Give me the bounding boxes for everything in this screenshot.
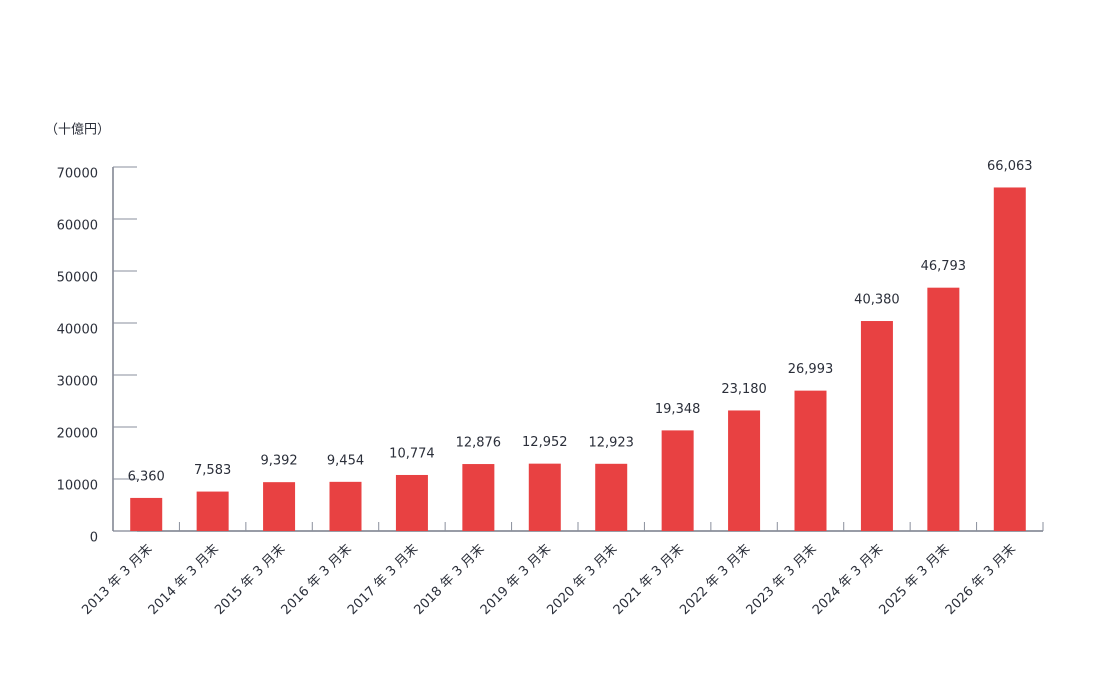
y-tick-label: 70000 — [57, 167, 98, 182]
x-tick-label: 2022 年 3 月末 — [677, 542, 753, 618]
bar — [595, 463, 628, 531]
bar — [661, 430, 694, 531]
value-label: 46,793 — [921, 259, 967, 274]
value-label: 12,952 — [522, 435, 568, 450]
value-label: 10,774 — [389, 446, 435, 461]
bar — [528, 463, 561, 531]
bar — [860, 321, 893, 531]
bar — [395, 474, 428, 531]
bar — [927, 287, 960, 531]
value-label: 26,993 — [788, 362, 834, 377]
value-label: 9,392 — [260, 454, 297, 469]
y-tick-label: 40000 — [57, 323, 98, 338]
y-tick-label: 50000 — [57, 271, 98, 286]
bar — [462, 464, 495, 531]
value-label: 66,063 — [987, 159, 1033, 174]
x-tick-label: 2026 年 3 月末 — [943, 542, 1019, 618]
x-tick-label: 2014 年 3 月末 — [146, 542, 222, 618]
bar — [794, 390, 827, 531]
y-tick-label: 20000 — [57, 427, 98, 442]
y-axis-label: （十億円） — [45, 122, 110, 138]
x-tick-label: 2020 年 3 月末 — [544, 542, 620, 618]
y-tick-label: 60000 — [57, 219, 98, 234]
x-tick-label: 2025 年 3 月末 — [876, 542, 952, 618]
bar — [993, 187, 1026, 531]
x-tick-label: 2013 年 3 月末 — [79, 542, 155, 618]
value-label: 6,360 — [128, 469, 165, 484]
x-tick-label: 2018 年 3 月末 — [411, 542, 487, 618]
value-label: 19,348 — [655, 402, 701, 417]
value-label: 12,876 — [456, 436, 502, 451]
y-tick-label: 10000 — [57, 479, 98, 494]
value-label: 40,380 — [854, 293, 900, 308]
bar — [329, 481, 362, 531]
x-tick-label: 2019 年 3 月末 — [478, 542, 554, 618]
x-tick-label: 2023 年 3 月末 — [744, 542, 820, 618]
x-tick-label: 2021 年 3 月末 — [611, 542, 687, 618]
bar — [196, 491, 229, 531]
value-label: 7,583 — [194, 463, 231, 478]
bar — [263, 482, 296, 531]
value-label: 9,454 — [327, 453, 364, 468]
value-label: 12,923 — [588, 435, 634, 450]
x-tick-label: 2024 年 3 月末 — [810, 542, 886, 618]
bar — [130, 497, 163, 531]
x-tick-label: 2015 年 3 月末 — [212, 542, 288, 618]
y-tick-label: 0 — [90, 531, 98, 546]
value-label: 23,180 — [721, 382, 767, 397]
x-tick-label: 2016 年 3 月末 — [279, 542, 355, 618]
bar — [728, 410, 761, 531]
x-tick-label: 2017 年 3 月末 — [345, 542, 421, 618]
y-tick-label: 30000 — [57, 375, 98, 390]
